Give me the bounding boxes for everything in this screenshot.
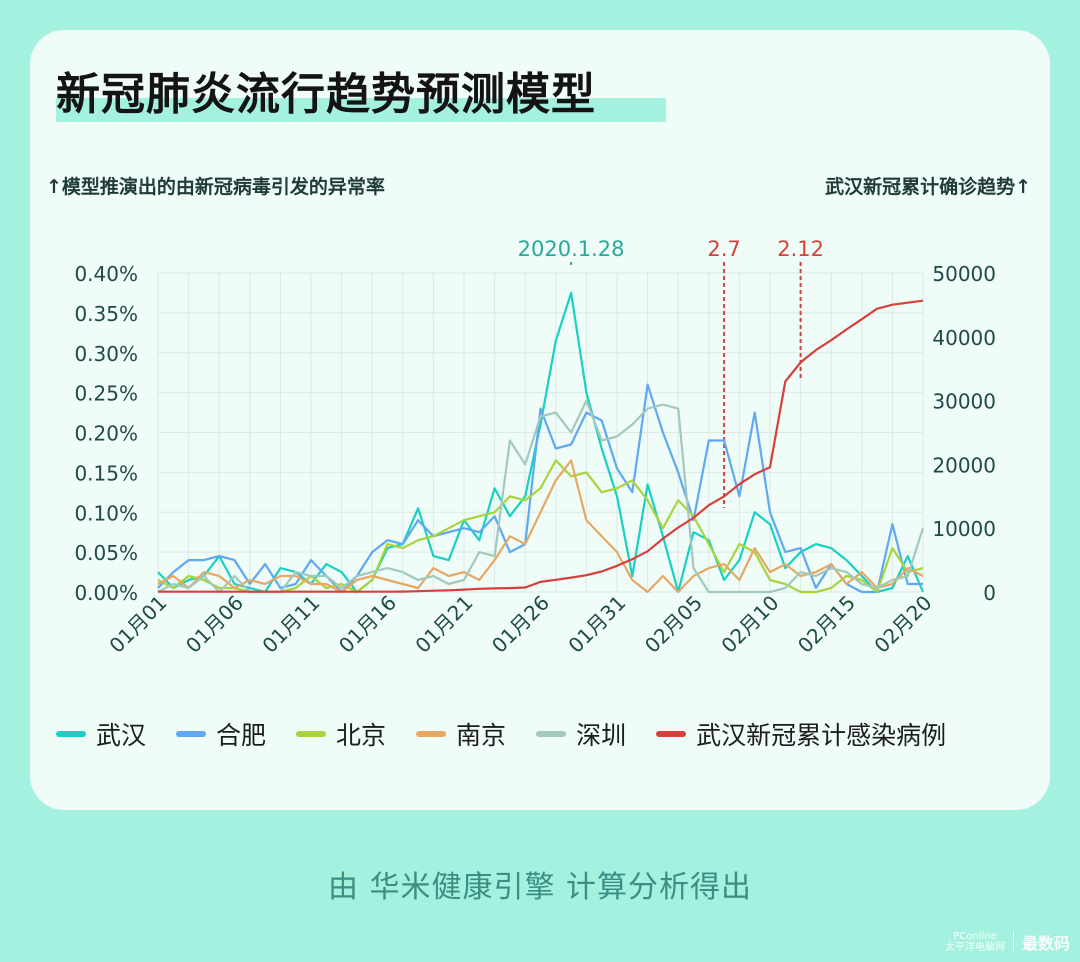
left-tick-label: 0.15% xyxy=(74,461,138,485)
legend-label: 武汉 xyxy=(96,721,147,750)
x-tick-label: 01月21 xyxy=(410,591,477,658)
legend: 武汉 合肥 北京 南京 深圳 武汉新冠累计感染病例 xyxy=(56,716,976,752)
right-tick-label: 40000 xyxy=(932,326,996,350)
left-tick-label: 0.05% xyxy=(74,541,138,565)
legend-label: 武汉新冠累计感染病例 xyxy=(696,721,947,750)
legend-item: 武汉 xyxy=(56,716,146,752)
watermark-label: 最数码 xyxy=(1021,934,1070,953)
series-line-武汉新冠累计感染病例 xyxy=(158,299,924,593)
legend-label: 南京 xyxy=(456,721,507,750)
title-highlight xyxy=(56,98,666,122)
watermark: PConline 太平洋电脑网 最数码 xyxy=(945,930,1070,954)
annotation-label: 2020.1.28 xyxy=(518,237,625,261)
annotation-label: 2.7 xyxy=(707,237,740,261)
title-block: 新冠肺炎流行趋势预测模型 xyxy=(56,58,666,122)
legend-swatch xyxy=(656,731,687,737)
x-tick-label: 01月26 xyxy=(487,591,554,658)
left-tick-label: 0.20% xyxy=(74,422,138,446)
chart-title: 新冠肺炎流行趋势预测模型 xyxy=(56,69,596,120)
right-tick-label: 20000 xyxy=(932,453,996,477)
legend-label: 合肥 xyxy=(216,721,267,750)
x-tick-label: 02月10 xyxy=(716,591,783,658)
right-axis-caption: 武汉新冠累计确诊趋势↑ xyxy=(825,176,1031,198)
right-tick-label: 0 xyxy=(983,581,996,605)
left-tick-label: 0.35% xyxy=(74,302,138,326)
watermark-brand-logo: PConline 太平洋电脑网 xyxy=(944,931,1005,953)
right-tick-label: 50000 xyxy=(932,262,996,286)
legend-swatch xyxy=(416,731,447,737)
legend-item: 合肥 xyxy=(176,716,266,752)
legend-label: 深圳 xyxy=(576,721,627,750)
left-axis-caption: ↑模型推演出的由新冠病毒引发的异常率 xyxy=(46,176,385,198)
series-line-深圳 xyxy=(157,399,925,594)
left-tick-label: 0.00% xyxy=(74,581,138,605)
series-line-北京 xyxy=(157,459,924,594)
legend-item: 南京 xyxy=(416,716,506,752)
watermark-separator xyxy=(1012,931,1014,953)
left-tick-label: 0.25% xyxy=(74,382,138,406)
x-tick-label: 02月20 xyxy=(869,591,936,658)
legend-swatch xyxy=(296,731,327,737)
legend-item: 武汉新冠累计感染病例 xyxy=(656,716,946,752)
right-tick-label: 30000 xyxy=(932,390,996,414)
left-tick-label: 0.40% xyxy=(74,262,138,286)
legend-swatch xyxy=(56,731,86,737)
legend-item: 深圳 xyxy=(536,716,626,752)
left-tick-label: 0.10% xyxy=(74,501,138,525)
left-tick-label: 0.30% xyxy=(74,342,138,366)
annotation-label: 2.12 xyxy=(777,237,824,261)
x-tick-label: 02月05 xyxy=(640,591,707,658)
series-line-南京 xyxy=(157,459,924,594)
x-tick-label: 02月15 xyxy=(793,591,860,658)
series-line-武汉 xyxy=(157,291,925,594)
legend-label: 北京 xyxy=(336,721,387,750)
x-tick-label: 01月11 xyxy=(257,591,324,658)
legend-swatch xyxy=(176,731,207,737)
right-tick-label: 10000 xyxy=(932,517,996,541)
x-tick-label: 01月16 xyxy=(334,591,401,658)
x-tick-label: 01月06 xyxy=(181,591,248,658)
x-tick-label: 01月31 xyxy=(563,591,630,658)
legend-swatch xyxy=(536,731,567,737)
footer-note: 由 华米健康引擎 计算分析得出 xyxy=(327,870,753,905)
legend-item: 北京 xyxy=(296,716,386,752)
